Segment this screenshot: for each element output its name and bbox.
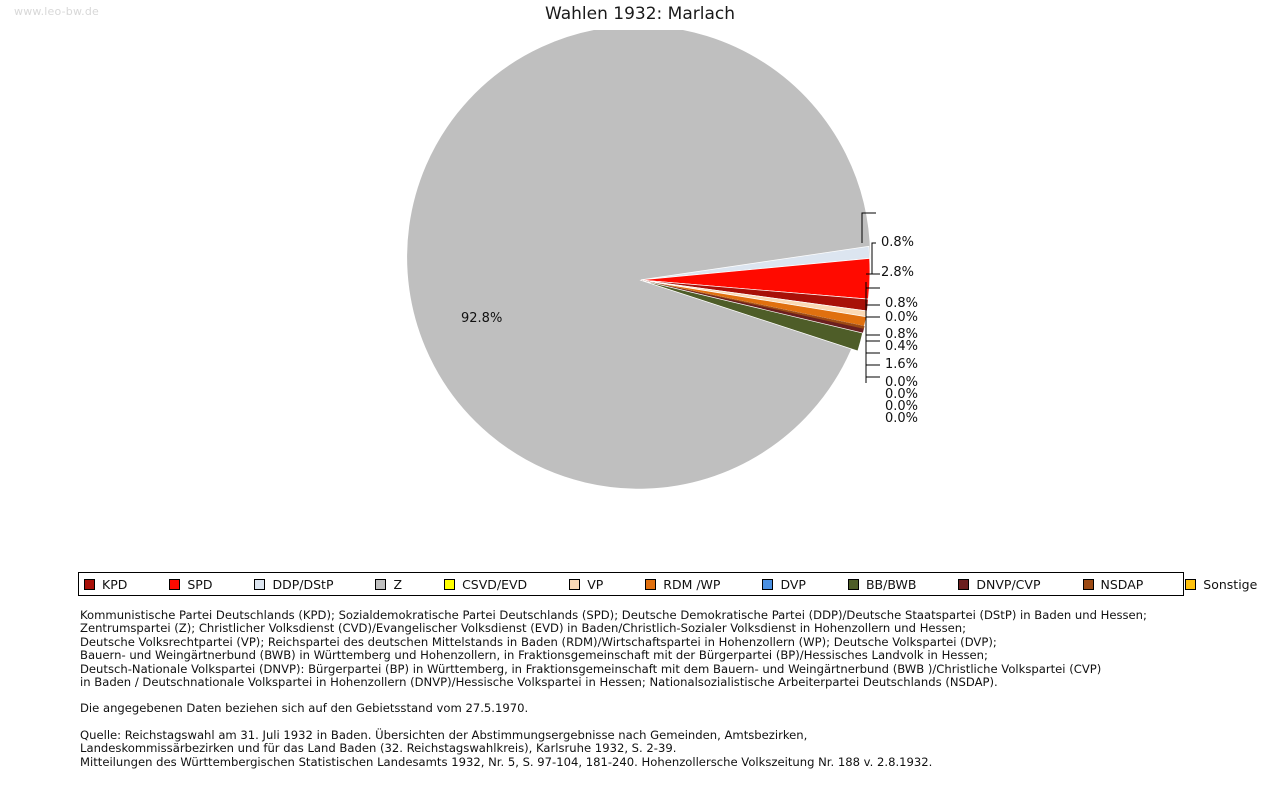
pie-label-csvd-evd: 0.0%	[885, 310, 919, 325]
legend-item-nsdap[interactable]: NSDAP	[1082, 573, 1146, 595]
pie-slice-bb-bwb	[639, 279, 864, 352]
pie-label-rdm-wp: 0.4%	[885, 339, 919, 354]
party-abbrev-line-2: Zentrumspartei (Z); Christlicher Volksdi…	[80, 621, 967, 636]
source-line-3: Mitteilungen des Württembergischen Stati…	[80, 754, 933, 769]
source-line-2: Landeskommissärbezirken und für das Land…	[80, 741, 677, 756]
legend-swatch-dnvp-cvp	[958, 578, 970, 590]
party-abbrev-note: Kommunistische Partei Deutschlands (KPD)…	[80, 608, 1260, 690]
legend-label-rdm-wp: RDM /WP	[663, 576, 721, 592]
legend-swatch-dvp	[762, 578, 774, 590]
party-abbrev-line-3: Deutsche Volksrechtpartei (VP); Reichspa…	[80, 634, 997, 649]
legend-item-dvp[interactable]: DVP	[762, 573, 808, 595]
party-abbrev-line-6: in Baden / Deutschnationale Volkspartei …	[80, 675, 998, 690]
legend-swatch-bb-bwb	[847, 578, 859, 590]
pie-label-z: 92.8%	[461, 311, 503, 326]
pie-label-nsdap: 0.0%	[885, 399, 919, 414]
party-abbrev-line-5: Deutsch-Nationale Volkspartei (DNVP): Bü…	[80, 661, 1102, 676]
legend-item-csvd-evd[interactable]: CSVD/EVD	[444, 573, 529, 595]
legend-item-vp[interactable]: VP	[569, 573, 605, 595]
page-title: Wahlen 1932: Marlach	[544, 4, 735, 24]
legend-label-dvp: DVP	[780, 576, 806, 592]
legend-item-ddp-dstp[interactable]: DDP/DStP	[254, 573, 335, 595]
legend-swatch-rdm-wp	[645, 578, 657, 590]
legend-item-bb-bwb[interactable]: BB/BWB	[847, 573, 918, 595]
legend-label-vp: VP	[587, 576, 604, 592]
notes-spacer-2	[80, 716, 1260, 729]
territorial-status-note: Die angegebenen Daten beziehen sich auf …	[80, 701, 1260, 716]
legend-label-csvd-evd: CSVD/EVD	[462, 576, 528, 592]
pie-chart: 92.8% 0.8% 2.8% 0.8% 0.0% 0.8% 0.4% 1.6%…	[0, 30, 1280, 550]
legend-label-spd: SPD	[187, 576, 213, 592]
territorial-status-line: Die angegebenen Daten beziehen sich auf …	[80, 701, 529, 716]
chart-legend: KPD SPD DDP/DStP Z CSVD/EVD VP RDM /WP D…	[78, 572, 1257, 596]
legend-swatch-vp	[569, 578, 581, 590]
legend-swatch-csvd-evd	[444, 578, 456, 590]
legend-label-kpd: KPD	[102, 576, 128, 592]
legend-swatch-nsdap	[1082, 578, 1094, 590]
footnotes: Kommunistische Partei Deutschlands (KPD)…	[80, 608, 1260, 769]
pie-label-bb-bwb: 1.6%	[885, 357, 919, 372]
legend-swatch-ddp-dstp	[254, 578, 266, 590]
legend-label-ddp-dstp: DDP/DStP	[272, 576, 334, 592]
legend-swatch-sonstige	[1185, 578, 1197, 590]
site-watermark: www.leo-bw.de	[14, 5, 100, 18]
pie-label-sonstige: 0.0%	[885, 411, 919, 426]
pie-label-dnvp-cvp: 0.0%	[885, 387, 919, 402]
party-abbrev-line-1: Kommunistische Partei Deutschlands (KPD)…	[80, 608, 1147, 622]
legend-label-z: Z	[393, 576, 403, 592]
pie-label-spd: 2.8%	[881, 265, 915, 280]
legend-label-sonstige: Sonstige	[1203, 576, 1258, 592]
legend-label-nsdap: NSDAP	[1100, 576, 1144, 592]
pie-label-kpd: 0.8%	[885, 296, 919, 311]
pie-chart-svg	[407, 30, 880, 489]
legend-item-sonstige[interactable]: Sonstige	[1185, 573, 1259, 595]
pie-label-dvp: 0.0%	[885, 375, 919, 390]
legend-item-z[interactable]: Z	[375, 573, 404, 595]
legend-item-kpd[interactable]: KPD	[84, 573, 129, 595]
legend-swatch-z	[375, 578, 387, 590]
pie-label-ddp-dstp: 0.8%	[881, 235, 915, 250]
pie-slice-z	[407, 30, 871, 489]
source-note: Quelle: Reichstagswahl am 31. Juli 1932 …	[80, 727, 1260, 769]
source-line-1: Quelle: Reichstagswahl am 31. Juli 1932 …	[80, 727, 808, 742]
legend-swatch-kpd	[84, 578, 95, 590]
legend-label-bb-bwb: BB/BWB	[865, 576, 917, 592]
pie-leader-lines	[861, 212, 880, 383]
legend-item-dnvp-cvp[interactable]: DNVP/CVP	[958, 573, 1042, 595]
pie-label-vp: 0.8%	[885, 327, 919, 342]
legend-item-spd[interactable]: SPD	[169, 573, 214, 595]
legend-label-dnvp-cvp: DNVP/CVP	[976, 576, 1041, 592]
party-abbrev-line-4: Bauern- und Weingärtnerbund (BWB) in Wür…	[80, 648, 988, 663]
legend-swatch-spd	[169, 578, 181, 590]
legend-item-rdm-wp[interactable]: RDM /WP	[645, 573, 722, 595]
